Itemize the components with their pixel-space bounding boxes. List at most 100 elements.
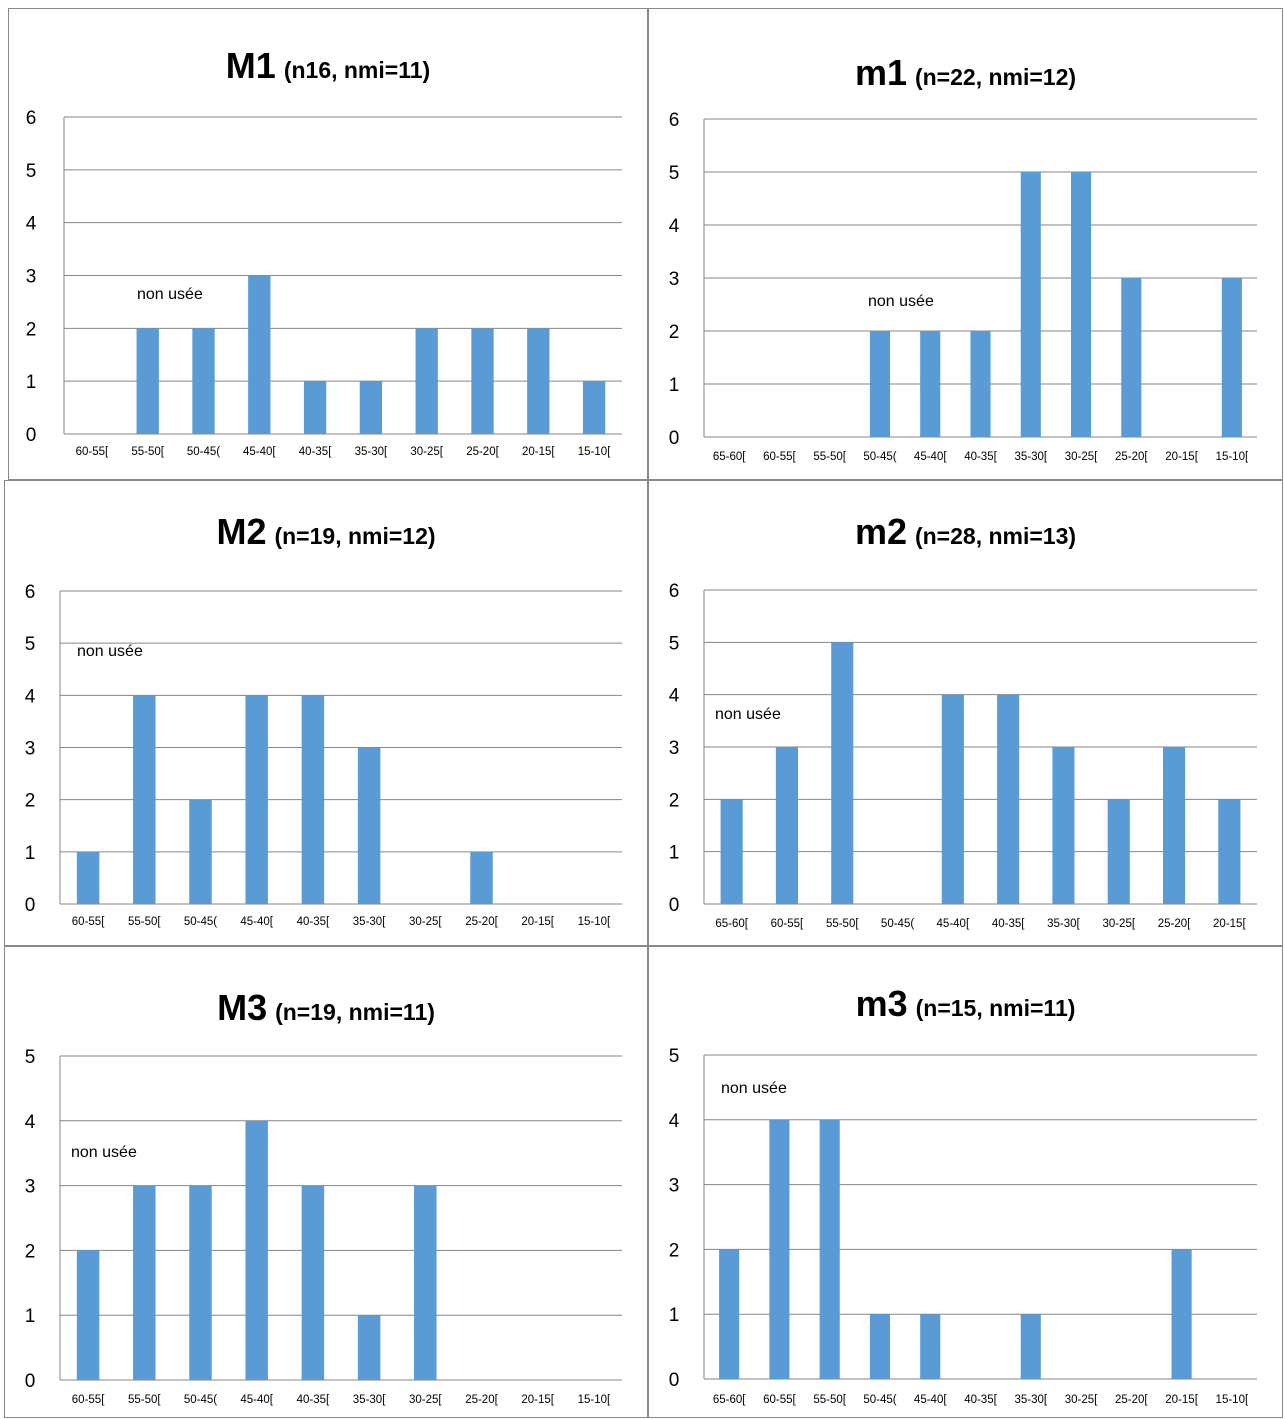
y-tick-label: 1 — [669, 375, 680, 396]
bar — [1171, 1249, 1192, 1379]
bar — [357, 1315, 381, 1380]
x-tick-label: 35-30[ — [353, 916, 386, 928]
bar — [470, 851, 493, 904]
bar — [831, 642, 854, 904]
x-tick-label: 25-20[ — [466, 446, 499, 458]
bar-chart-svg: 0 1 2 3 4 5 65-60[60-55[55-50[50-45(45-40[40-3… — [669, 1046, 1257, 1406]
bar — [920, 331, 941, 437]
bar — [869, 331, 891, 437]
x-tick-label: 55-50[ — [826, 918, 859, 930]
x-tick-label: 35-30[ — [1047, 918, 1080, 930]
x-tick-label: 35-30[ — [1014, 451, 1047, 463]
y-tick-label: 2 — [669, 1240, 680, 1261]
x-tick-label: 15-10[ — [578, 1394, 611, 1406]
y-tick-label: 5 — [669, 1046, 680, 1067]
chart-title-main: M3 — [217, 987, 268, 1028]
x-tick-label: 25-20[ — [1115, 451, 1148, 463]
x-tick-label: 45-40[ — [240, 916, 273, 928]
chart-title: M2 (n=19, nmi=12) — [5, 511, 647, 553]
y-tick-label: 6 — [669, 110, 680, 131]
x-tick-label: 45-40[ — [240, 1394, 273, 1406]
chart-title-sub: (n=19, nmi=12) — [274, 523, 436, 549]
x-tick-label: 60-55[ — [72, 1394, 105, 1406]
bar — [248, 275, 271, 434]
chart-panel-m1-lower: m1 (n=22, nmi=12) 0 1 2 3 4 5 6 65-60[60-55[55-5… — [648, 8, 1283, 480]
x-tick-label: 30-25[ — [410, 446, 443, 458]
x-tick-label: 45-40[ — [937, 918, 970, 930]
chart-title: m1 (n=22, nmi=12) — [649, 52, 1282, 94]
bar-chart-svg: 0 1 2 3 4 5 6 65-60[60-55[55-50[50-45(45-40[40-… — [669, 581, 1257, 930]
x-tick-label: 65-60[ — [715, 918, 748, 930]
y-tick-label: 5 — [669, 163, 680, 184]
chart-title-main: M1 — [225, 45, 276, 86]
bar — [133, 1185, 156, 1380]
bar — [301, 1185, 325, 1380]
annotation-non-usee: non usée — [715, 706, 781, 723]
bar — [357, 747, 381, 904]
bar — [1218, 799, 1241, 904]
y-tick-label: 2 — [25, 1241, 36, 1262]
bar — [527, 328, 550, 434]
x-tick-label: 60-55[ — [763, 451, 796, 463]
x-tick-label: 45-40[ — [914, 451, 947, 463]
x-tick-label: 35-30[ — [355, 446, 388, 458]
bar — [76, 1250, 100, 1380]
chart-title-sub: (n=15, nmi=11) — [915, 995, 1076, 1021]
x-tick-label: 55-50[ — [128, 1394, 161, 1406]
bar — [415, 328, 438, 434]
y-tick-label: 0 — [669, 1370, 680, 1391]
y-tick-label: 1 — [669, 843, 680, 864]
chart-panel-m3-lower: m3 (n=15, nmi=11) 0 1 2 3 4 5 65-60[60-55[55-50… — [648, 946, 1283, 1418]
x-tick-label: 20-15[ — [522, 446, 555, 458]
x-tick-label: 40-35[ — [297, 1394, 330, 1406]
y-tick-label: 5 — [25, 1047, 36, 1068]
x-tick-label: 15-10[ — [1216, 1394, 1249, 1406]
x-tick-label: 50-45( — [863, 1394, 896, 1406]
bar — [303, 381, 327, 434]
chart-title-sub: (n=22, nmi=12) — [914, 64, 1077, 90]
chart-title: m2 (n=28, nmi=13) — [649, 511, 1282, 553]
bar-chart-svg: 0 1 2 3 4 5 6 65-60[60-55[55-50[50-45(45-40[40-… — [669, 110, 1257, 463]
chart-title-main: M2 — [216, 511, 267, 552]
x-tick-label: 20-15[ — [1165, 1394, 1198, 1406]
chart-title-sub: (n=28, nmi=13) — [914, 523, 1077, 549]
x-tick-label: 30-25[ — [409, 916, 442, 928]
x-tick-label: 50-45( — [863, 451, 896, 463]
x-tick-label: 25-20[ — [465, 1394, 498, 1406]
bar — [920, 1314, 941, 1379]
bar — [719, 1249, 740, 1379]
annotation-non-usee: non usée — [77, 643, 143, 660]
y-tick-label: 3 — [25, 739, 36, 760]
x-tick-label: 60-55[ — [763, 1394, 796, 1406]
y-tick-label: 1 — [669, 1305, 680, 1326]
x-tick-label: 40-35[ — [992, 918, 1025, 930]
bar — [1107, 799, 1130, 904]
annotation-non-usee: non usée — [721, 1080, 787, 1097]
x-tick-label: 20-15[ — [521, 916, 554, 928]
y-tick-label: 0 — [669, 428, 680, 449]
bar — [1020, 172, 1041, 437]
y-tick-label: 4 — [669, 216, 680, 237]
x-tick-label: 15-10[ — [1216, 451, 1249, 463]
chart-title: M3 (n=19, nmi=11) — [5, 987, 647, 1029]
y-tick-label: 2 — [26, 319, 37, 340]
chart-title-main: m3 — [855, 983, 908, 1024]
y-tick-label: 3 — [669, 738, 680, 759]
x-tick-label: 20-15[ — [1213, 918, 1246, 930]
bar — [720, 799, 743, 904]
bar — [301, 695, 325, 904]
bar — [359, 381, 383, 434]
bar-chart-svg: 0 1 2 3 4 5 60-55[55-50[50-45(45-40[40-35[35-3… — [25, 1047, 622, 1406]
x-tick-label: 25-20[ — [1158, 918, 1191, 930]
y-tick-label: 4 — [669, 1111, 680, 1132]
x-tick-label: 50-45( — [184, 916, 217, 928]
bar — [136, 328, 159, 434]
bar — [1221, 278, 1242, 437]
x-tick-label: 30-25[ — [1102, 918, 1135, 930]
bar — [970, 331, 991, 437]
chart-panel-m3-upper: M3 (n=19, nmi=11) 0 1 2 3 4 5 60-55[55-50[50-45… — [4, 946, 648, 1418]
y-tick-label: 3 — [669, 1176, 680, 1197]
x-tick-label: 65-60[ — [713, 451, 746, 463]
y-tick-label: 5 — [669, 633, 680, 654]
chart-title-sub: (n16, nmi=11) — [283, 57, 431, 83]
